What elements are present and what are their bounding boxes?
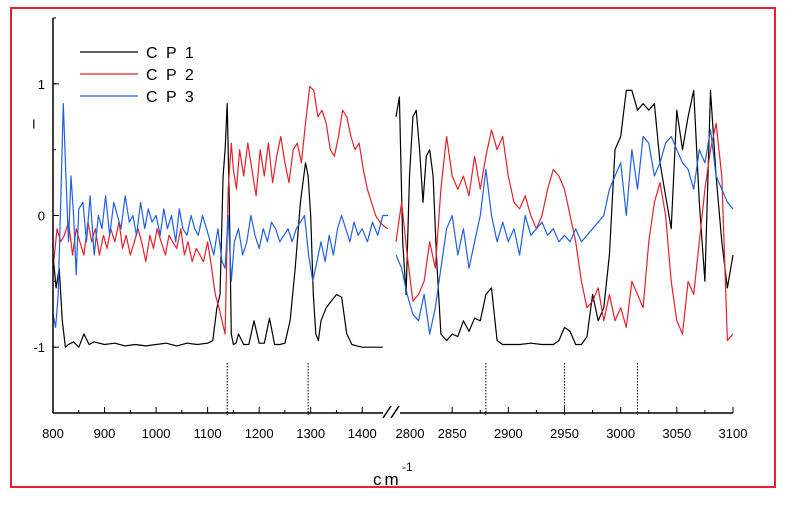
x-tick-label: 1200	[245, 426, 274, 441]
y-tick-label: 0	[38, 209, 45, 224]
series-line-cp3-low	[52, 102, 388, 328]
series-line-cp2-high	[395, 122, 734, 342]
x-tick-label: 800	[42, 426, 64, 441]
x-axis-label-superscript: -1	[402, 460, 413, 474]
x-tick-label: 2850	[438, 426, 467, 441]
series-line-cp1-high	[395, 89, 734, 346]
series-layer	[52, 85, 734, 348]
legend-label-cp3: C P 3	[146, 89, 196, 106]
y-tick-label: 1	[38, 77, 45, 92]
x-tick-label: 1400	[348, 426, 377, 441]
x-tick-label: 1100	[194, 426, 222, 441]
axis-break-mark	[390, 405, 400, 419]
series-line-cp1-low	[52, 102, 383, 348]
x-axis-label: cm	[373, 470, 402, 489]
x-tick-label-break: 2800	[396, 426, 425, 441]
y-tick-label: -1	[33, 340, 45, 355]
legend: C P 1 C P 2 C P 3	[80, 45, 196, 106]
x-tick-label: 3100	[719, 426, 748, 441]
x-tick-label: 1000	[142, 426, 171, 441]
legend-label-cp2: C P 2	[146, 67, 196, 84]
x-tick-label: 2900	[494, 426, 523, 441]
legend-label-cp1: C P 1	[146, 45, 196, 62]
x-tick-label: 1300	[296, 426, 325, 441]
axes-layer: 1 0 -1 I 800 900 1000 1100 1200 1300 1400 2850 2900 2…	[32, 17, 748, 441]
x-tick-label: 2950	[550, 426, 579, 441]
series-line-cp2-low	[52, 85, 389, 335]
x-tick-label: 3050	[662, 426, 691, 441]
reference-lines	[226, 362, 639, 415]
chart-frame	[10, 7, 776, 488]
axis-break-mark	[382, 405, 392, 419]
y-stray-mark: I	[32, 116, 36, 131]
series-line-cp3-high	[395, 129, 734, 335]
x-tick-label: 900	[94, 426, 116, 441]
x-tick-label: 3000	[606, 426, 635, 441]
